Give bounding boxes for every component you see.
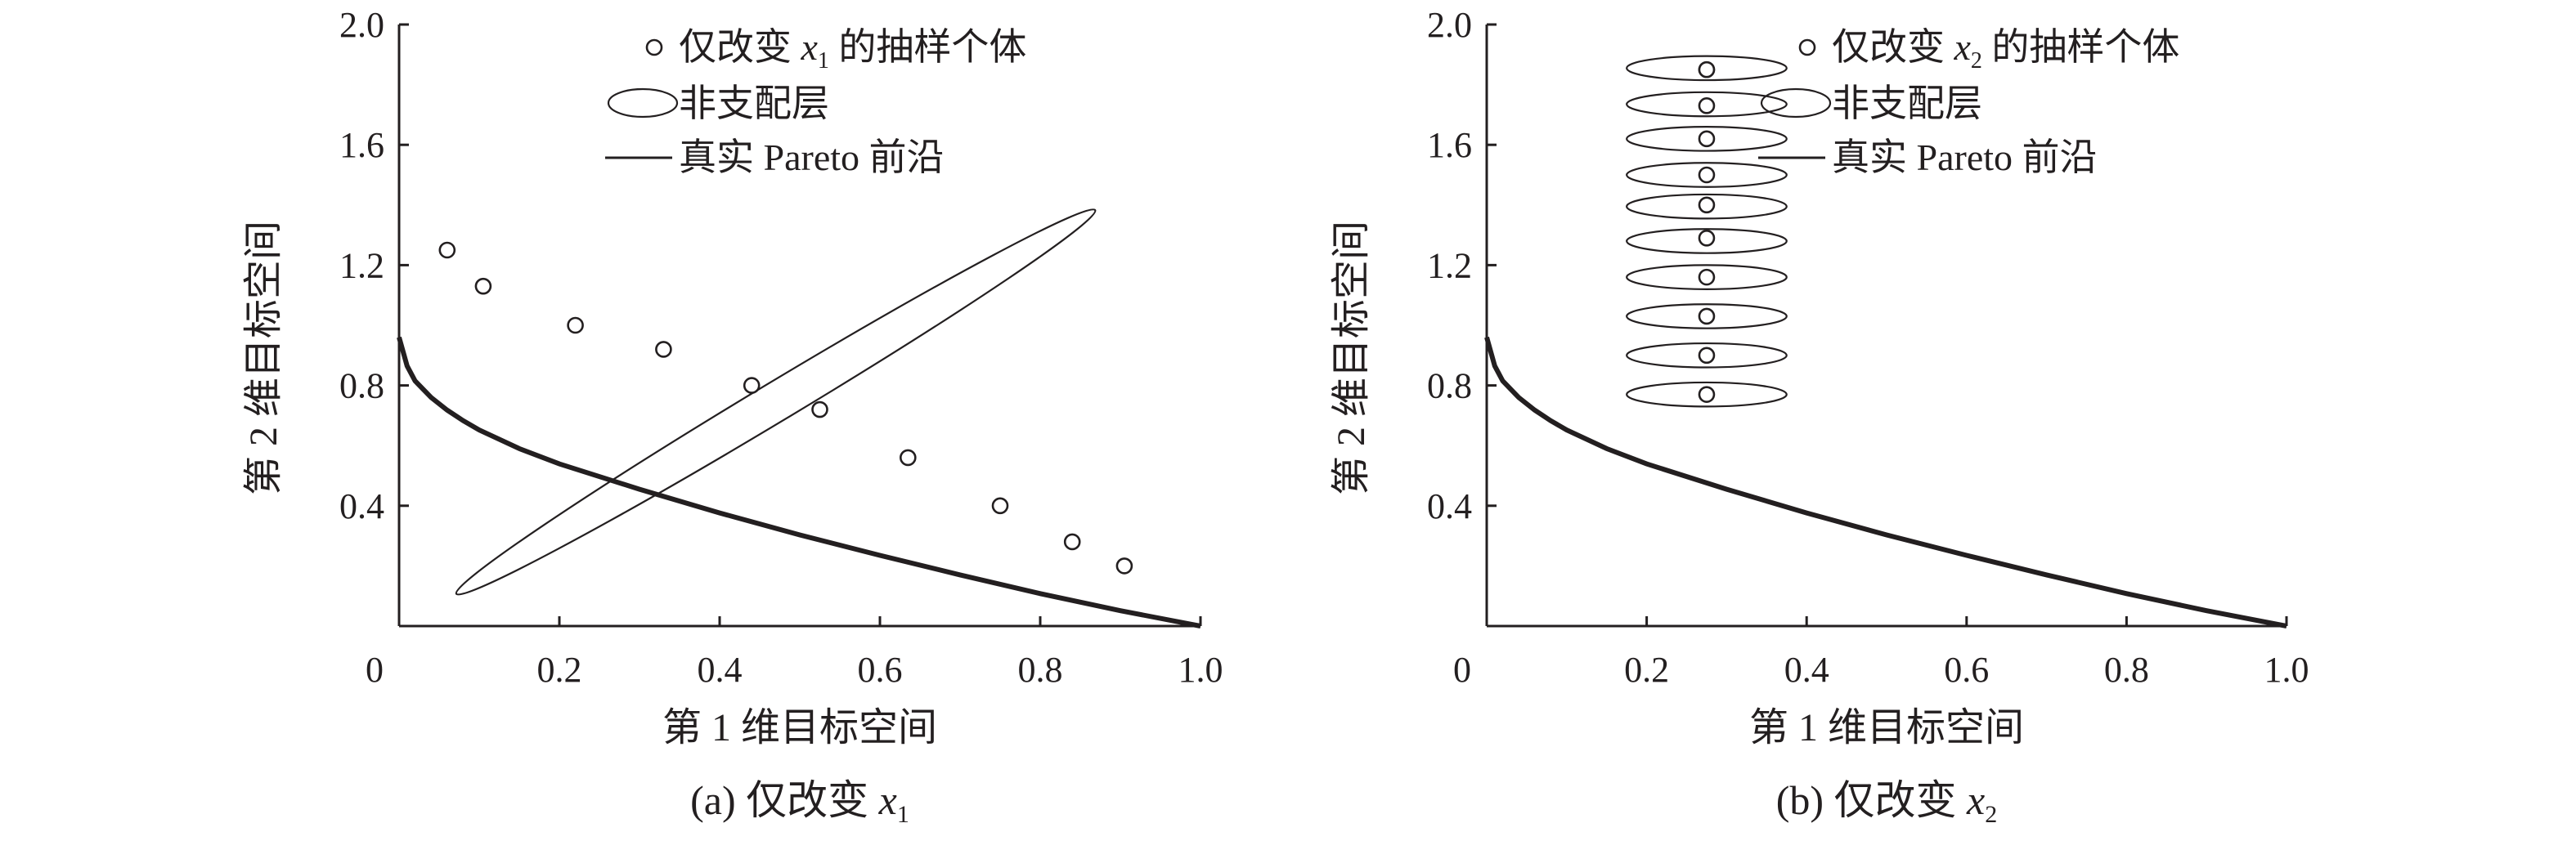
caption-text: (a) 仅改变 xyxy=(690,777,879,823)
non-dominated-layer-ellipse xyxy=(1626,91,1788,118)
legend-layer-marker xyxy=(607,87,679,119)
y-tick-label: 0.8 xyxy=(339,366,384,406)
y-tick-label: 0.4 xyxy=(1427,486,1472,526)
y-tick-label: 1.6 xyxy=(339,125,384,165)
non-dominated-layer-ellipse xyxy=(1626,55,1788,82)
legend-samples-label: 仅改变 x1 的抽样个体 xyxy=(679,26,1026,74)
sample-point xyxy=(474,277,492,295)
x-tick-label: 0.8 xyxy=(1018,650,1063,690)
sample-point xyxy=(567,316,584,334)
sample-point xyxy=(1698,97,1716,114)
y-tick-label: 1.6 xyxy=(1427,125,1472,165)
caption-variable: x xyxy=(878,777,897,823)
y-tick-label: 0.8 xyxy=(1427,366,1472,406)
legend-variable: x xyxy=(1954,26,1972,68)
legend-subscript: 1 xyxy=(818,48,829,74)
pareto-front-curve xyxy=(397,336,1201,629)
caption-subscript: 2 xyxy=(1985,801,1997,828)
legend-text: 仅改变 xyxy=(679,26,801,68)
non-dominated-layer-ellipse xyxy=(1626,342,1788,369)
x-tick-label: 1.0 xyxy=(1178,650,1223,690)
x-tick-label: 0.2 xyxy=(537,650,582,690)
x-tick-label: 1.0 xyxy=(2264,650,2309,690)
y-tick-label: 2.0 xyxy=(339,5,384,45)
sample-point xyxy=(1115,557,1133,575)
y-axis-label: 第 2 维目标空间 xyxy=(242,221,285,495)
x-tick-label: 0.2 xyxy=(1624,650,1669,690)
y-tick-label: 2.0 xyxy=(1427,5,1472,45)
y-tick-label: 0.4 xyxy=(339,486,384,526)
caption-subscript: 1 xyxy=(897,801,909,828)
panel-caption: (a) 仅改变 x1 xyxy=(690,777,909,828)
sample-point xyxy=(1698,307,1716,325)
caption-text: (b) 仅改变 xyxy=(1776,777,1967,823)
legend-layer-marker xyxy=(1760,87,1832,119)
sample-point xyxy=(743,377,761,394)
sample-point xyxy=(1698,229,1716,247)
non-dominated-layer-ellipse xyxy=(1626,193,1788,220)
panel-caption: (b) 仅改变 x2 xyxy=(1776,777,1998,828)
caption-variable: x xyxy=(1966,777,1985,823)
legend-front-label: 真实 Pareto 前沿 xyxy=(1832,136,2098,178)
panel-b: 0 0.2 0.4 0.6 0.8 1.0 0.4 0.8 1.2 1.6 2.0 第 1 维目标空间… xyxy=(1330,5,2309,828)
sample-point xyxy=(900,449,917,467)
sample-point xyxy=(1698,166,1716,184)
x-tick-label: 0 xyxy=(366,650,384,690)
x-tick-label: 0.4 xyxy=(698,650,743,690)
sample-point xyxy=(655,341,672,358)
legend-text: 的抽样个体 xyxy=(1982,26,2180,68)
legend-sample-marker xyxy=(1798,38,1816,56)
non-dominated-layer-ellipse xyxy=(455,208,1097,596)
sample-point xyxy=(438,241,456,259)
legend-text: 的抽样个体 xyxy=(829,26,1027,68)
y-tick-label: 1.2 xyxy=(1427,245,1472,285)
x-axis-label: 第 1 维目标空间 xyxy=(662,706,937,749)
x-tick-label: 0.6 xyxy=(1944,650,1989,690)
sample-point xyxy=(1698,268,1716,286)
legend-front-label: 真实 Pareto 前沿 xyxy=(679,136,945,178)
non-dominated-layer-ellipse xyxy=(1626,264,1788,290)
panel-a: 0 0.2 0.4 0.6 0.8 1.0 0.4 0.8 1.2 1.6 2.0 第 1 维目标空间… xyxy=(242,5,1223,828)
non-dominated-layer-ellipse xyxy=(1626,381,1788,408)
pareto-front-curve xyxy=(1484,336,2287,629)
sample-point xyxy=(811,400,828,418)
legend-layer-label: 非支配层 xyxy=(1832,83,1982,124)
legend-text: 仅改变 xyxy=(1832,26,1954,68)
sample-point xyxy=(1698,347,1716,365)
non-dominated-layer-ellipse xyxy=(1626,228,1788,254)
y-axis-label: 第 2 维目标空间 xyxy=(1330,221,1373,495)
legend-subscript: 2 xyxy=(1971,48,1982,74)
legend-samples-label: 仅改变 x2 的抽样个体 xyxy=(1832,26,2179,74)
non-dominated-layer-ellipse xyxy=(1626,162,1788,188)
x-tick-label: 0.8 xyxy=(2104,650,2149,690)
legend-layer-label: 非支配层 xyxy=(679,83,829,124)
sample-point xyxy=(991,497,1009,515)
sample-point xyxy=(1698,60,1716,78)
non-dominated-layer-ellipse xyxy=(1626,126,1788,152)
legend-variable: x xyxy=(801,26,819,68)
x-axis-label: 第 1 维目标空间 xyxy=(1749,706,2024,749)
sample-point xyxy=(1698,196,1716,214)
x-tick-label: 0.4 xyxy=(1784,650,1829,690)
legend-sample-marker xyxy=(645,38,663,56)
non-dominated-layer-ellipse xyxy=(1626,303,1788,329)
y-tick-label: 1.2 xyxy=(339,245,384,285)
sample-point xyxy=(1698,130,1716,148)
sample-point xyxy=(1063,533,1081,551)
x-tick-label: 0.6 xyxy=(858,650,903,690)
x-tick-label: 0 xyxy=(1453,650,1471,690)
sample-point xyxy=(1698,386,1716,403)
